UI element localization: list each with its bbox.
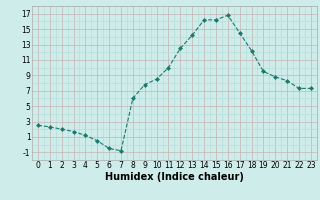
X-axis label: Humidex (Indice chaleur): Humidex (Indice chaleur): [105, 172, 244, 182]
